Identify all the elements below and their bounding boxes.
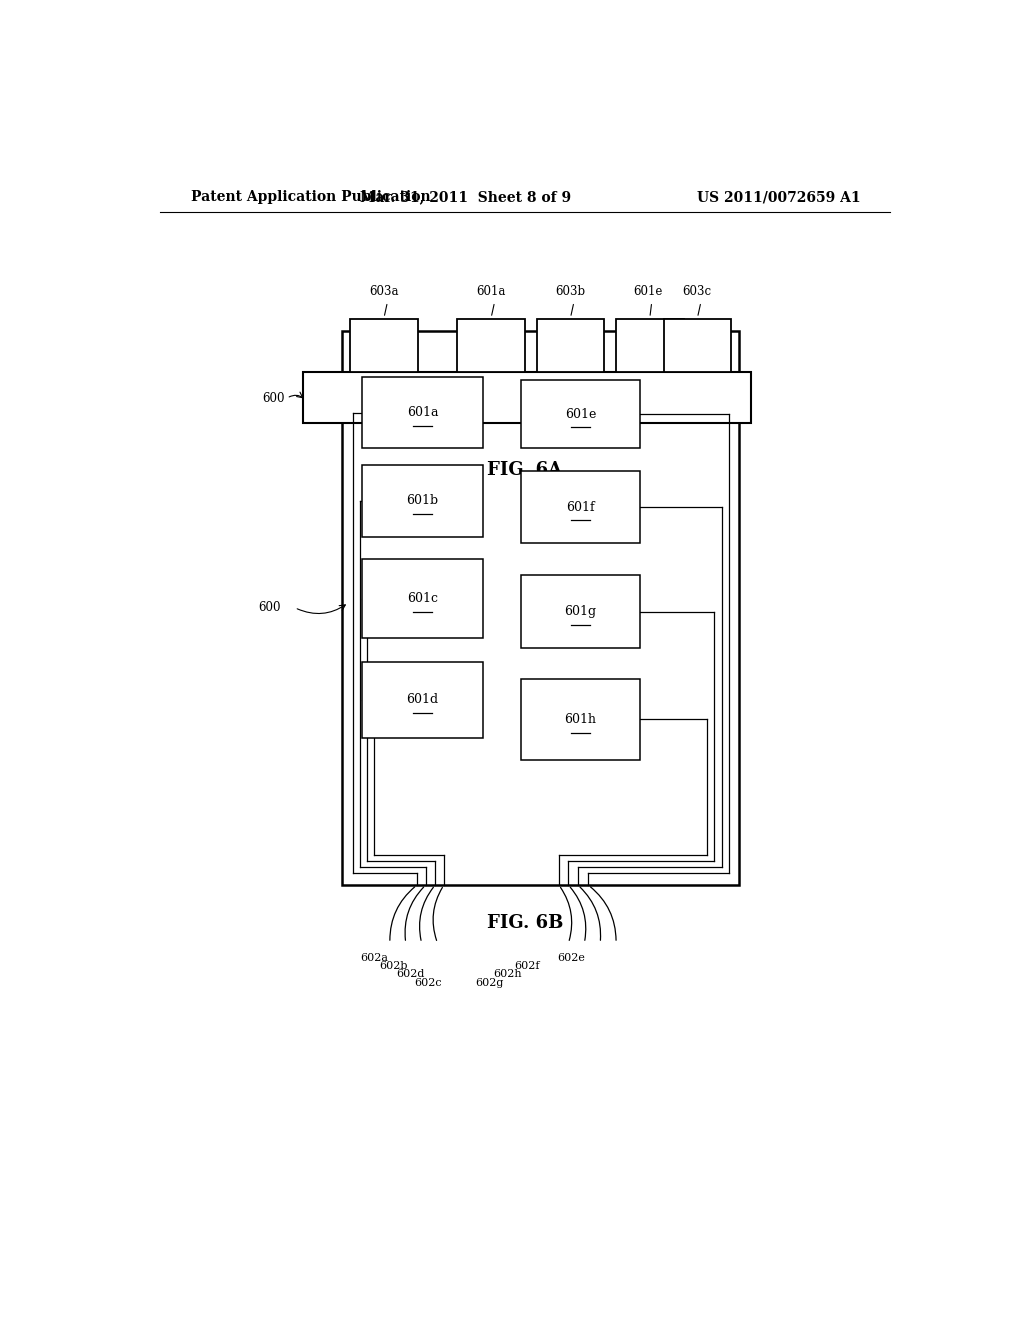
Text: 603a: 603a [369, 285, 398, 297]
Text: 600: 600 [258, 601, 281, 614]
Bar [521, 471, 640, 543]
Bar [350, 319, 418, 372]
Text: US 2011/0072659 A1: US 2011/0072659 A1 [697, 190, 860, 205]
Text: 601h: 601h [564, 713, 596, 726]
Text: 601e: 601e [564, 408, 596, 421]
Text: 602c: 602c [414, 978, 441, 987]
Bar [458, 319, 525, 372]
Text: 600: 600 [262, 392, 285, 405]
Bar [521, 576, 640, 648]
Text: 601b: 601b [407, 495, 438, 507]
Bar [521, 678, 640, 760]
Bar [362, 661, 482, 738]
Bar [362, 558, 482, 638]
Text: 601c: 601c [407, 591, 438, 605]
Bar [362, 378, 482, 447]
Text: 601e: 601e [633, 285, 663, 297]
Bar [521, 380, 640, 447]
Text: FIG. 6B: FIG. 6B [486, 913, 563, 932]
Text: 601g: 601g [564, 605, 596, 618]
Bar [537, 319, 604, 372]
Text: 601a: 601a [476, 285, 506, 297]
Bar [342, 331, 739, 886]
Bar [362, 466, 482, 536]
Text: 603c: 603c [682, 285, 712, 297]
Text: Mar. 31, 2011  Sheet 8 of 9: Mar. 31, 2011 Sheet 8 of 9 [359, 190, 570, 205]
Text: FIG. 6A: FIG. 6A [487, 462, 562, 479]
Text: 602d: 602d [396, 969, 425, 979]
Text: 602e: 602e [557, 953, 585, 964]
Text: 601f: 601f [566, 500, 595, 513]
Text: 602g: 602g [475, 978, 503, 987]
Bar [303, 372, 751, 422]
Text: Patent Application Publication: Patent Application Publication [191, 190, 431, 205]
Text: 603b: 603b [555, 285, 585, 297]
Bar [664, 319, 731, 372]
Bar [616, 319, 684, 372]
Text: 602h: 602h [493, 969, 521, 979]
Text: 602b: 602b [380, 961, 409, 972]
Text: 602a: 602a [360, 953, 388, 964]
Text: 601d: 601d [407, 693, 438, 706]
Text: 602f: 602f [514, 961, 540, 972]
Text: 601a: 601a [407, 407, 438, 418]
